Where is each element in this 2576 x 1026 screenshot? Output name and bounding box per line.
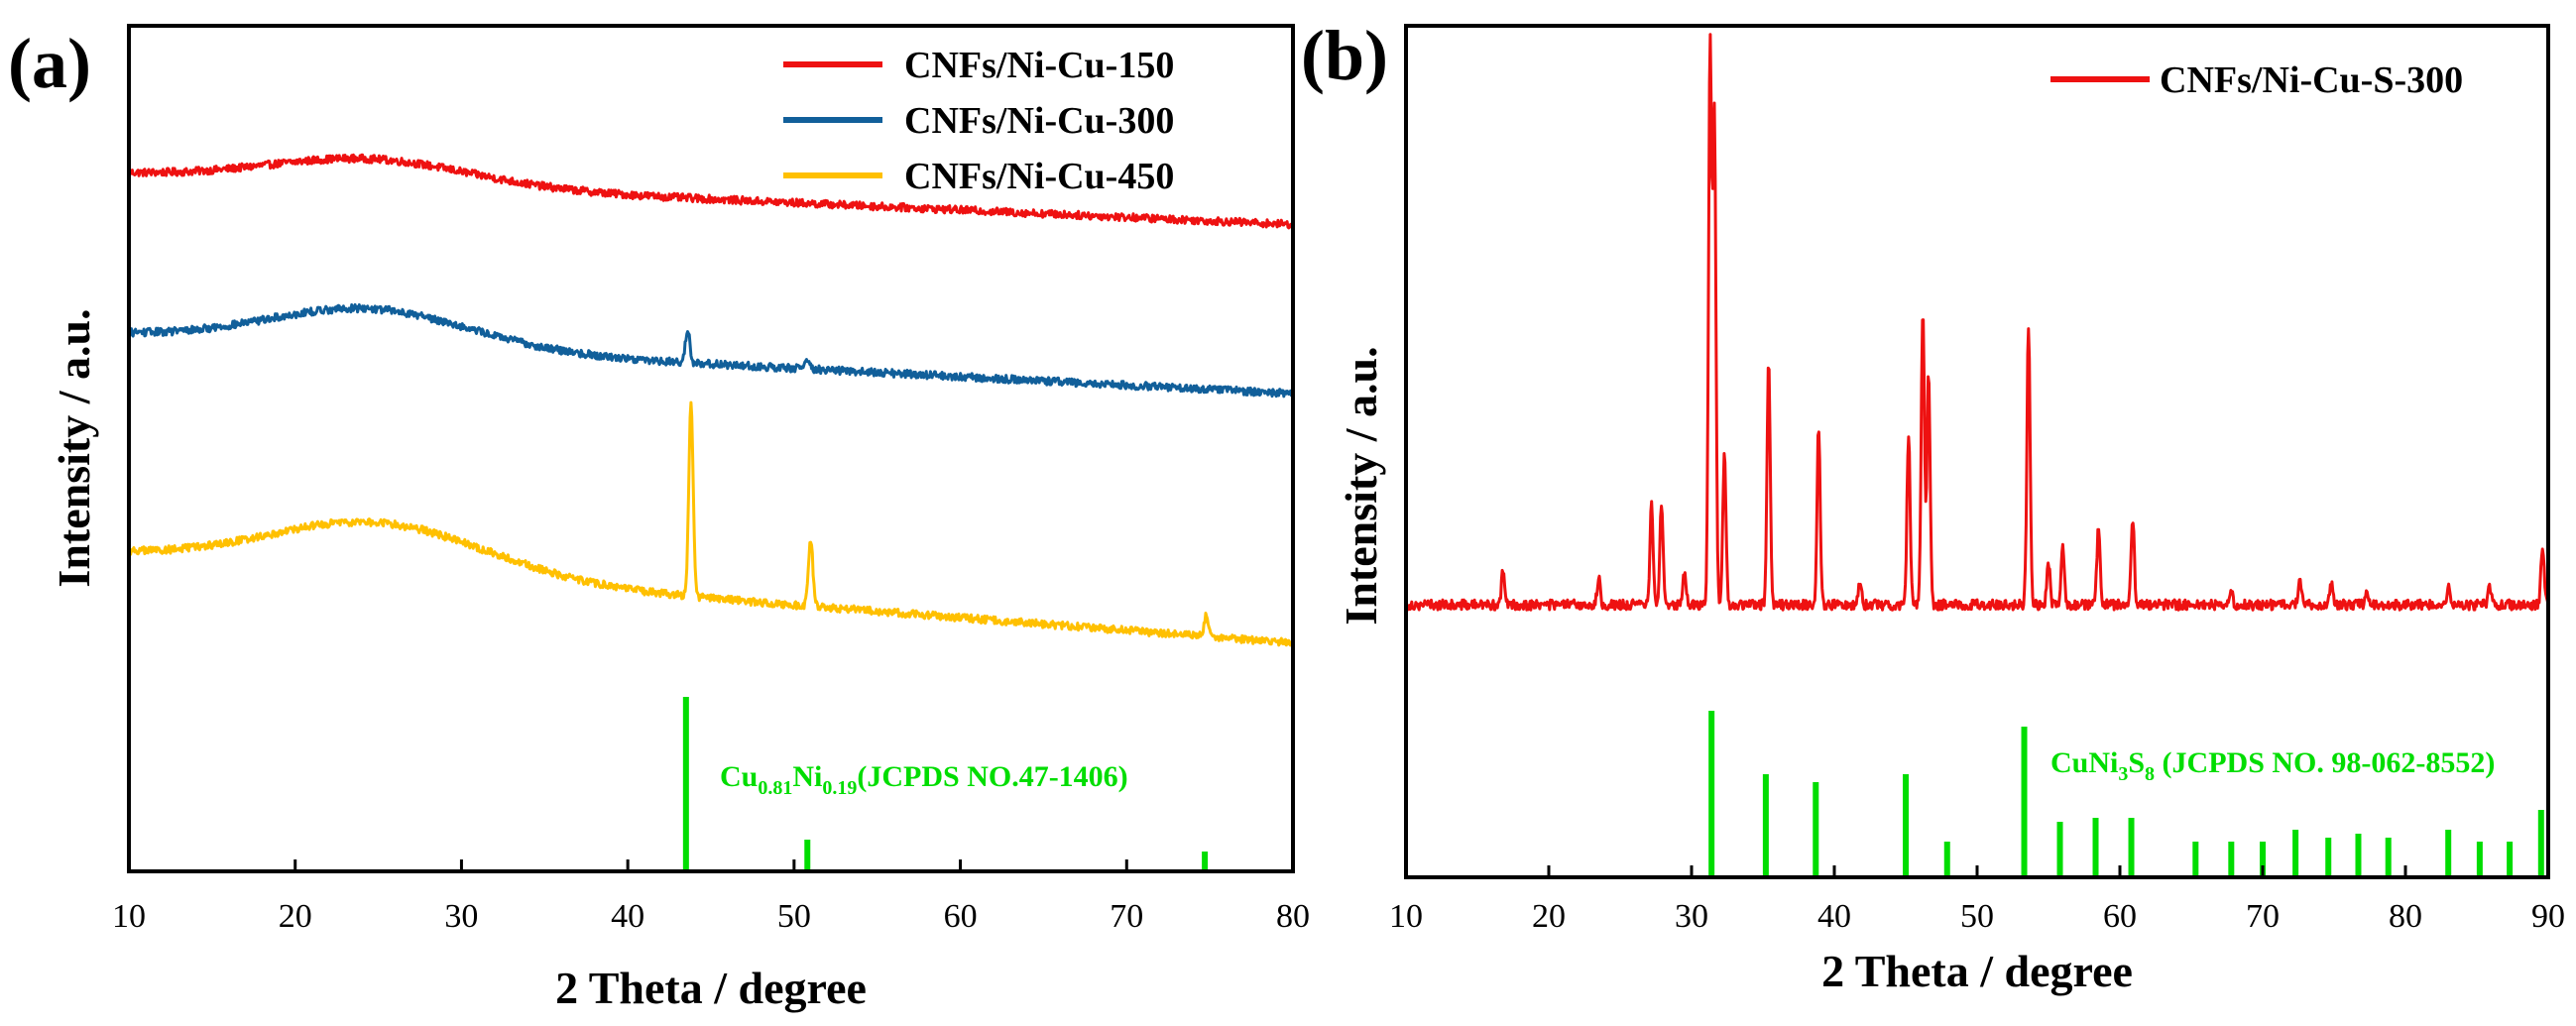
x-tick-label-60: 60	[944, 898, 978, 935]
panel-a-legend: CNFs/Ni-Cu-150 CNFs/Ni-Cu-300 CNFs/Ni-Cu…	[783, 45, 1174, 197]
panel-a-series	[127, 153, 1295, 647]
x-tick-label-10: 10	[1389, 898, 1423, 935]
panel-a-letter: (a)	[8, 24, 91, 103]
panel-b: (b) 10 20 30 40 50 60 70 80 90 2 Theta / degree …	[1301, 16, 2565, 996]
ref-b-prefix: CuNi	[2050, 746, 2118, 779]
x-tick-label-90: 90	[2531, 898, 2565, 935]
ref-b-mid: S	[2128, 746, 2145, 779]
ref-a-sub1: 0.81	[758, 777, 792, 799]
x-tick-label-50: 50	[777, 898, 811, 935]
legend-label-cnfs-ni-cu-150: CNFs/Ni-Cu-150	[904, 45, 1174, 86]
panel-b-series	[1404, 33, 2550, 612]
series-line-cnfs-ni-cu-150	[127, 153, 1294, 230]
x-tick-label-30: 30	[1675, 898, 1708, 935]
ref-a-sub2: 0.19	[822, 777, 857, 799]
ref-a-prefix: Cu	[720, 760, 758, 793]
panel-b-x-axis-title: 2 Theta / degree	[1821, 946, 2133, 996]
x-tick-label-30: 30	[444, 898, 478, 935]
panel-b-reference-lines	[1708, 711, 2544, 877]
ref-a-suffix: (JCPDS NO.47-1406)	[857, 760, 1127, 793]
ref-b-sub1: 3	[2118, 763, 2128, 785]
panel-a-x-ticks: 10 20 30 40 50 60 70 80	[112, 859, 1310, 935]
x-tick-label-20: 20	[279, 898, 312, 935]
panel-b-x-ticks: 10 20 30 40 50 60 70 80 90	[1389, 865, 2565, 935]
ref-b-sub2: 8	[2145, 763, 2155, 785]
x-tick-label-40: 40	[611, 898, 644, 935]
x-tick-label-80: 80	[2389, 898, 2422, 935]
series-line-cnfs-ni-cu-300	[128, 302, 1294, 399]
x-tick-label-70: 70	[1110, 898, 1143, 935]
x-tick-label-50: 50	[1960, 898, 1994, 935]
panel-b-reference-label: CuNi3S8 (JCPDS NO. 98-062-8552)	[2050, 746, 2495, 785]
x-tick-label-60: 60	[2103, 898, 2137, 935]
x-tick-label-70: 70	[2246, 898, 2280, 935]
x-tick-label-10: 10	[112, 898, 146, 935]
panel-a-reference-label: Cu0.81Ni0.19(JCPDS NO.47-1406)	[720, 760, 1128, 799]
x-tick-label-80: 80	[1276, 898, 1310, 935]
panel-a-y-axis-title: Intensity / a.u.	[49, 308, 99, 587]
x-tick-label-40: 40	[1817, 898, 1851, 935]
ref-a-mid: Ni	[792, 760, 822, 793]
legend-label-cnfs-ni-cu-450: CNFs/Ni-Cu-450	[904, 156, 1174, 197]
panel-b-letter: (b)	[1301, 16, 1388, 95]
panel-a-plot-frame	[127, 24, 1295, 873]
x-tick-label-20: 20	[1532, 898, 1566, 935]
panel-a-x-axis-title: 2 Theta / degree	[555, 963, 867, 1013]
series-line-cnfs-ni-cu-450	[127, 400, 1295, 647]
ref-b-suffix: (JCPDS NO. 98-062-8552)	[2155, 746, 2495, 779]
panel-a: (a) 10 20 30 40 50 60 70 80 2 Theta / degree In…	[8, 24, 1310, 1013]
panel-b-y-axis-title: Intensity / a.u.	[1336, 346, 1386, 625]
panel-a-reference-lines	[682, 697, 1209, 871]
series-line-cnfs-ni-cu-s-300	[1404, 33, 2550, 612]
legend-label-cnfs-ni-cu-300: CNFs/Ni-Cu-300	[904, 100, 1174, 142]
panel-b-legend: CNFs/Ni-Cu-S-300	[2050, 59, 2463, 101]
legend-label-cnfs-ni-cu-s-300: CNFs/Ni-Cu-S-300	[2160, 59, 2463, 101]
